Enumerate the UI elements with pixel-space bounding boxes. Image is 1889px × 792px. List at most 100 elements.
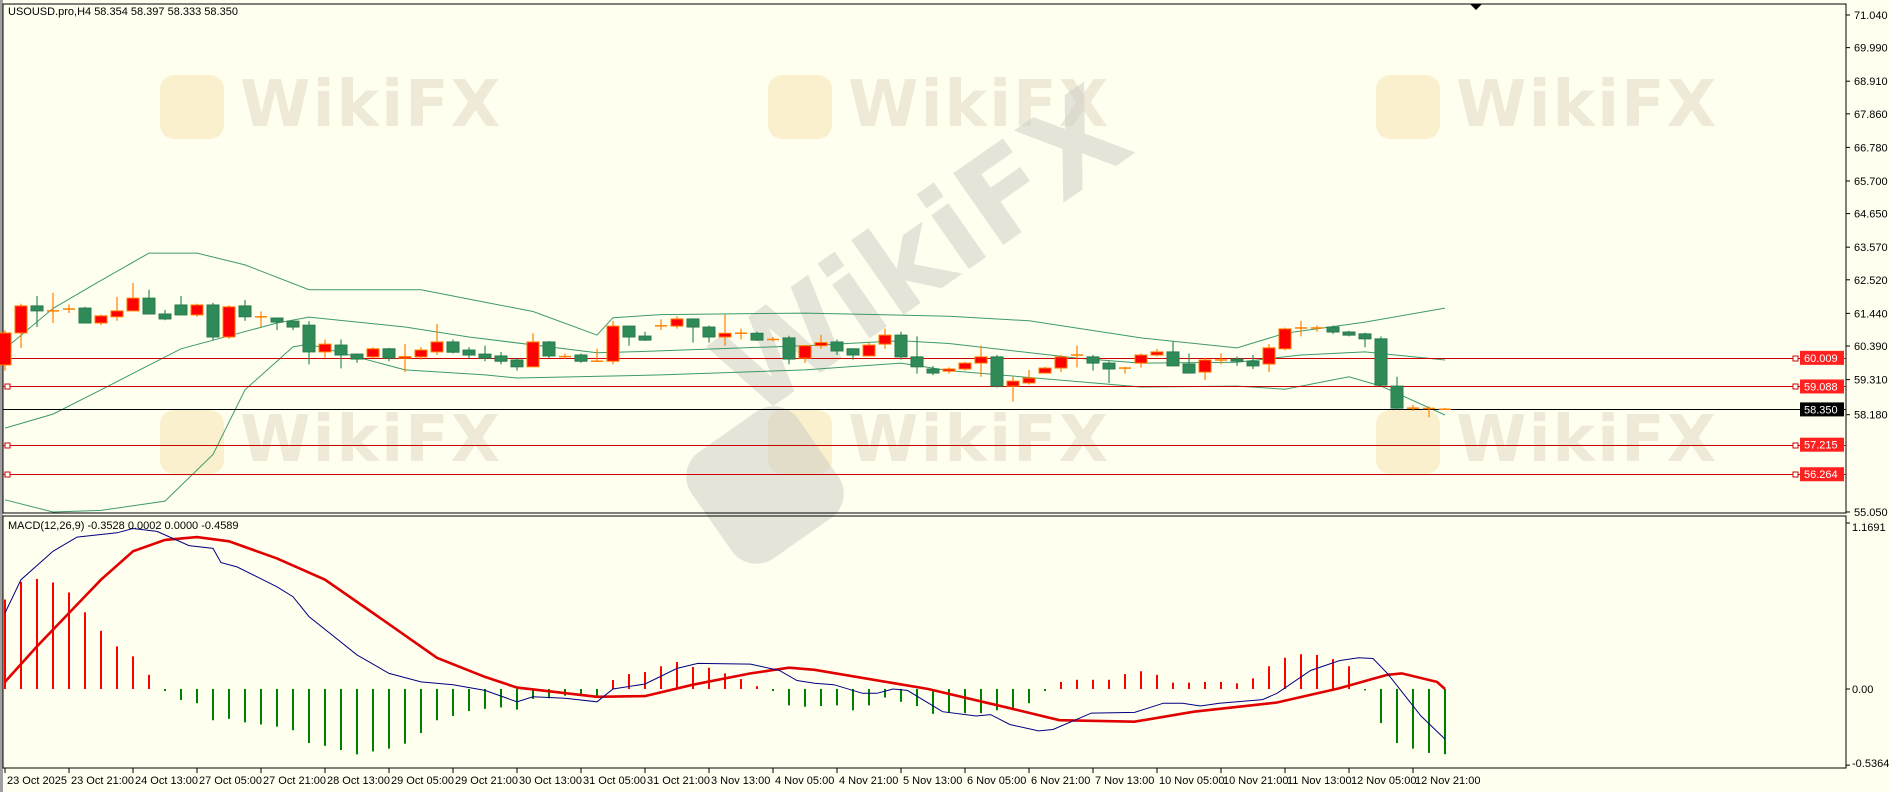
candle-bull xyxy=(414,349,428,358)
candle-bear xyxy=(1374,338,1388,386)
price-level-badge-label: 57.215 xyxy=(1804,440,1838,452)
candle-bull xyxy=(1134,354,1148,364)
candle-bear xyxy=(494,355,508,362)
macd-tick-label: 0.00 xyxy=(1852,684,1873,696)
time-tick-label: 12 Nov 05:00 xyxy=(1351,775,1416,787)
candle-bear xyxy=(478,353,492,359)
candle-bull xyxy=(670,318,684,327)
candle-bear xyxy=(1086,356,1100,364)
candle-bear xyxy=(1326,326,1340,333)
candle-bear xyxy=(686,318,700,328)
candle-bull xyxy=(814,342,828,347)
bollinger-upper-band xyxy=(4,252,1446,350)
candle-bull xyxy=(318,343,332,353)
candle-bear xyxy=(926,368,940,374)
candle-bear xyxy=(542,341,556,357)
candle-bull xyxy=(1006,380,1020,387)
price-tick-label: 65.700 xyxy=(1854,176,1888,188)
level-handle-right[interactable] xyxy=(1792,383,1799,390)
candle-bear xyxy=(574,354,588,362)
price-tick-label: 63.570 xyxy=(1854,242,1888,254)
candle-bear xyxy=(286,320,300,328)
candle-bear xyxy=(174,304,188,316)
time-tick-label: 3 Nov 13:00 xyxy=(711,775,770,787)
candle-bull xyxy=(1054,356,1068,369)
candle-bull xyxy=(974,356,988,364)
macd-main-line xyxy=(4,527,1446,740)
price-tick-label: 62.520 xyxy=(1854,275,1888,287)
time-tick-label: 6 Nov 21:00 xyxy=(1031,775,1090,787)
candle-bear xyxy=(270,317,284,323)
candle-bear xyxy=(78,307,92,324)
candle-bull xyxy=(222,306,236,338)
level-handle-right[interactable] xyxy=(1792,442,1799,449)
candle-bull xyxy=(94,315,108,324)
candle-bull xyxy=(862,344,876,357)
candle-bear xyxy=(750,332,764,341)
time-tick-label: 30 Oct 13:00 xyxy=(519,775,582,787)
candle-bull xyxy=(1198,359,1212,373)
candle-bear xyxy=(1390,385,1404,409)
candle-bull xyxy=(366,348,380,358)
candle-bear xyxy=(894,334,908,358)
candle-bear xyxy=(910,356,924,368)
price-tick-label: 58.180 xyxy=(1854,410,1888,422)
price-level-badge-label: 56.264 xyxy=(1804,469,1838,481)
macd-panel-border xyxy=(2,515,1847,769)
time-tick-label: 31 Oct 21:00 xyxy=(647,775,710,787)
price-tick-label: 68.910 xyxy=(1854,76,1888,88)
time-tick-label: 23 Oct 2025 xyxy=(7,775,67,787)
level-handle-right[interactable] xyxy=(1792,471,1799,478)
candle-bear xyxy=(846,348,860,356)
level-handle-left[interactable] xyxy=(4,471,11,478)
chart-shift-marker[interactable] xyxy=(1470,4,1482,10)
candle-bear xyxy=(382,348,396,359)
candle-bear xyxy=(206,304,220,338)
candle-bull xyxy=(606,325,620,362)
bollinger-lower-band xyxy=(4,343,1446,513)
candle-bull xyxy=(126,297,140,312)
symbol-info: USOUSD.pro,H4 58.354 58.397 58.333 58.35… xyxy=(8,6,238,18)
price-tick-label: 69.990 xyxy=(1854,43,1888,55)
candle-bull xyxy=(0,332,12,366)
candle-bull xyxy=(190,304,204,316)
price-level-badge-label: 60.009 xyxy=(1804,353,1838,365)
candle-bear xyxy=(510,359,524,368)
window-left-border xyxy=(0,0,3,792)
candle-bull xyxy=(878,334,892,345)
price-level-badge-label: 59.088 xyxy=(1804,381,1838,393)
time-tick-label: 10 Nov 05:00 xyxy=(1159,775,1224,787)
candle-bull xyxy=(526,341,540,368)
price-level-badge-label: 58.350 xyxy=(1804,404,1838,416)
level-handle-left[interactable] xyxy=(4,383,11,390)
time-tick-label: 31 Oct 05:00 xyxy=(583,775,646,787)
level-handle-left[interactable] xyxy=(4,442,11,449)
candle-bear xyxy=(1102,362,1116,370)
price-tick-label: 67.860 xyxy=(1854,109,1888,121)
candle-bull xyxy=(110,310,124,318)
macd-signal-line xyxy=(4,535,1446,724)
candle-bear xyxy=(1358,333,1372,340)
time-tick-label: 29 Oct 21:00 xyxy=(455,775,518,787)
candle-bull xyxy=(798,345,812,359)
candle-bull xyxy=(1262,347,1276,365)
candle-bull xyxy=(1278,328,1292,350)
time-tick-label: 5 Nov 13:00 xyxy=(903,775,962,787)
candle-bear xyxy=(1182,363,1196,374)
price-tick-label: 55.050 xyxy=(1854,507,1888,519)
level-handle-right[interactable] xyxy=(1792,355,1799,362)
candle-bear xyxy=(1166,351,1180,367)
time-tick-label: 11 Nov 13:00 xyxy=(1287,775,1352,787)
candle-bear xyxy=(302,324,316,353)
candle-bear xyxy=(446,341,460,353)
main-panel-border xyxy=(2,3,1847,514)
time-tick-label: 24 Oct 13:00 xyxy=(135,775,198,787)
time-tick-label: 6 Nov 05:00 xyxy=(967,775,1026,787)
time-tick-label: 27 Oct 05:00 xyxy=(199,775,262,787)
macd-tick-label: 1.1691 xyxy=(1852,522,1886,534)
time-tick-label: 23 Oct 21:00 xyxy=(71,775,134,787)
candle-bull xyxy=(718,332,732,338)
candle-bull xyxy=(1150,351,1164,356)
